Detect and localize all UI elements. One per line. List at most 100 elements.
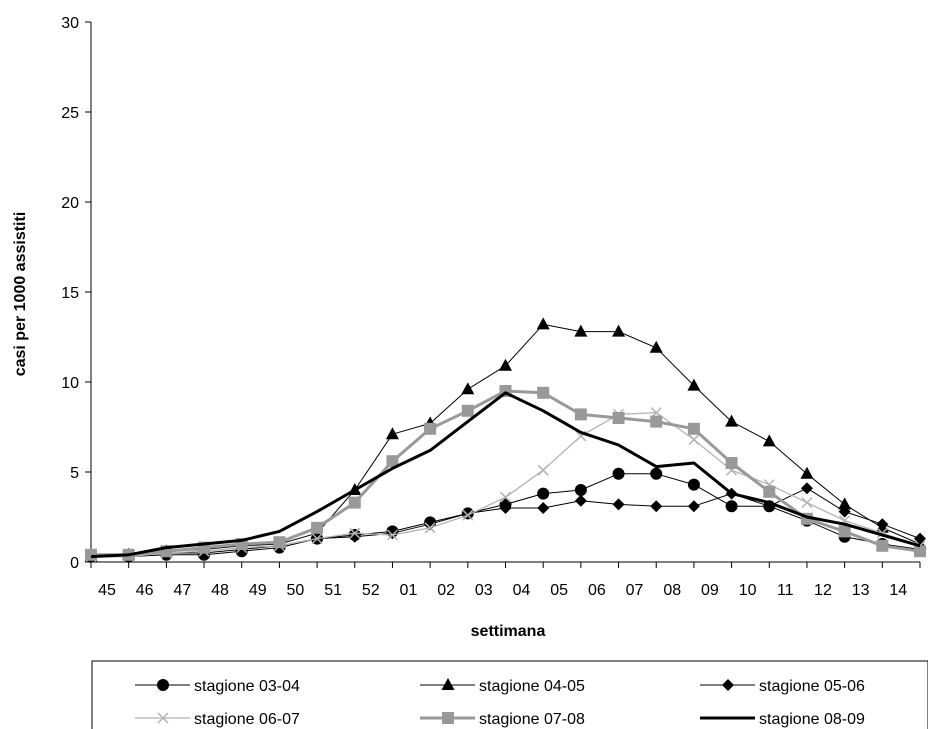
y-tick-label: 0 — [70, 555, 79, 572]
x-tick-label: 01 — [400, 582, 418, 599]
data-point — [273, 536, 286, 549]
x-tick-label: 10 — [739, 582, 757, 599]
data-point — [725, 414, 739, 427]
x-tick-label: 46 — [136, 582, 154, 599]
data-point — [536, 317, 550, 330]
series-line — [91, 411, 921, 558]
data-point — [800, 466, 814, 479]
data-point — [650, 415, 663, 428]
legend-item: stagione 03-04 — [135, 678, 300, 695]
legend-label: stagione 04-05 — [479, 678, 585, 695]
data-point — [424, 522, 436, 534]
legend-marker — [157, 712, 169, 724]
legend-marker — [722, 679, 734, 691]
x-tick-label: 04 — [513, 582, 531, 599]
series-line — [91, 389, 921, 557]
data-point — [537, 386, 550, 399]
data-point — [461, 382, 475, 395]
x-tick-label: 02 — [437, 582, 455, 599]
data-point — [763, 485, 776, 498]
x-tick-label: 52 — [362, 582, 380, 599]
data-point — [650, 467, 663, 480]
data-point — [311, 533, 323, 545]
x-tick-label: 13 — [852, 582, 870, 599]
legend-marker — [157, 679, 169, 691]
y-tick-label: 30 — [61, 15, 79, 32]
data-point — [499, 358, 512, 371]
data-point — [687, 500, 700, 513]
legend-marker — [441, 678, 455, 690]
legend-marker — [442, 712, 454, 724]
series-stagione-06-07 — [85, 407, 926, 563]
data-point — [838, 525, 851, 538]
data-point — [348, 496, 361, 509]
x-tick-label: 09 — [701, 582, 719, 599]
y-tick-label: 10 — [61, 375, 79, 392]
x-tick-label: 47 — [173, 582, 191, 599]
data-point — [687, 478, 700, 491]
data-point — [424, 422, 437, 435]
data-point — [85, 548, 97, 561]
x-tick-label: 50 — [287, 582, 305, 599]
legend-item: stagione 05-06 — [700, 678, 865, 695]
data-point — [687, 378, 701, 391]
x-tick-label: 08 — [663, 582, 681, 599]
x-tick-label: 12 — [814, 582, 832, 599]
data-point — [574, 494, 587, 507]
legend-label: stagione 06-07 — [194, 711, 300, 728]
data-point — [311, 521, 324, 534]
data-point — [914, 545, 926, 558]
data-point — [537, 464, 549, 476]
x-tick-label: 06 — [588, 582, 606, 599]
data-point — [688, 434, 700, 446]
data-point — [462, 509, 474, 521]
data-point — [725, 457, 738, 469]
data-point — [801, 497, 813, 509]
data-point — [461, 404, 474, 417]
y-tick-label: 5 — [70, 465, 79, 482]
data-point — [649, 340, 663, 353]
legend-item: stagione 04-05 — [420, 678, 585, 695]
data-point — [574, 408, 587, 421]
data-point — [838, 497, 852, 510]
x-tick-label: 14 — [889, 582, 907, 599]
x-tick-label: 49 — [249, 582, 267, 599]
y-axis-title: casi per 1000 assistiti — [12, 212, 29, 377]
legend-label: stagione 07-08 — [479, 711, 585, 728]
y-axis: 0 5 10 15 20 25 30 — [61, 15, 92, 572]
x-axis: 45 46 47 48 49 50 51 52 01 02 03 04 05 06 07 08 09 10 11 12… — [90, 561, 928, 599]
legend-label: stagione 05-06 — [759, 678, 865, 695]
legend-label: stagione 03-04 — [194, 678, 300, 695]
series-stagione-07-08 — [85, 385, 926, 561]
data-point — [650, 500, 663, 513]
data-point — [499, 491, 512, 503]
x-tick-label: 48 — [211, 582, 229, 599]
legend-box — [91, 660, 928, 729]
series-line — [90, 391, 921, 559]
legend: stagione 03-04 stagione 04-05 stagione 05-… — [91, 660, 928, 729]
data-point — [612, 498, 625, 511]
x-tick-label: 45 — [98, 582, 116, 599]
x-axis-title: settimana — [471, 623, 546, 640]
data-point — [612, 467, 625, 480]
data-point — [499, 502, 512, 514]
data-point — [725, 500, 738, 513]
data-point — [349, 527, 361, 539]
y-tick-label: 25 — [61, 105, 79, 122]
series-stagione-04-05 — [84, 317, 927, 562]
data-point — [537, 487, 550, 500]
data-point — [574, 484, 587, 496]
series-stagione-08-09 — [90, 391, 921, 559]
legend-item: stagione 07-08 — [420, 711, 585, 728]
y-tick-label: 20 — [61, 195, 79, 212]
data-point — [612, 324, 626, 337]
data-point — [838, 505, 851, 518]
data-point — [612, 412, 625, 424]
data-point — [876, 518, 889, 531]
data-point — [537, 502, 550, 514]
plot-area — [84, 317, 927, 563]
data-point — [574, 324, 588, 337]
legend-label: stagione 08-09 — [759, 711, 865, 728]
y-tick-label: 15 — [61, 285, 79, 302]
